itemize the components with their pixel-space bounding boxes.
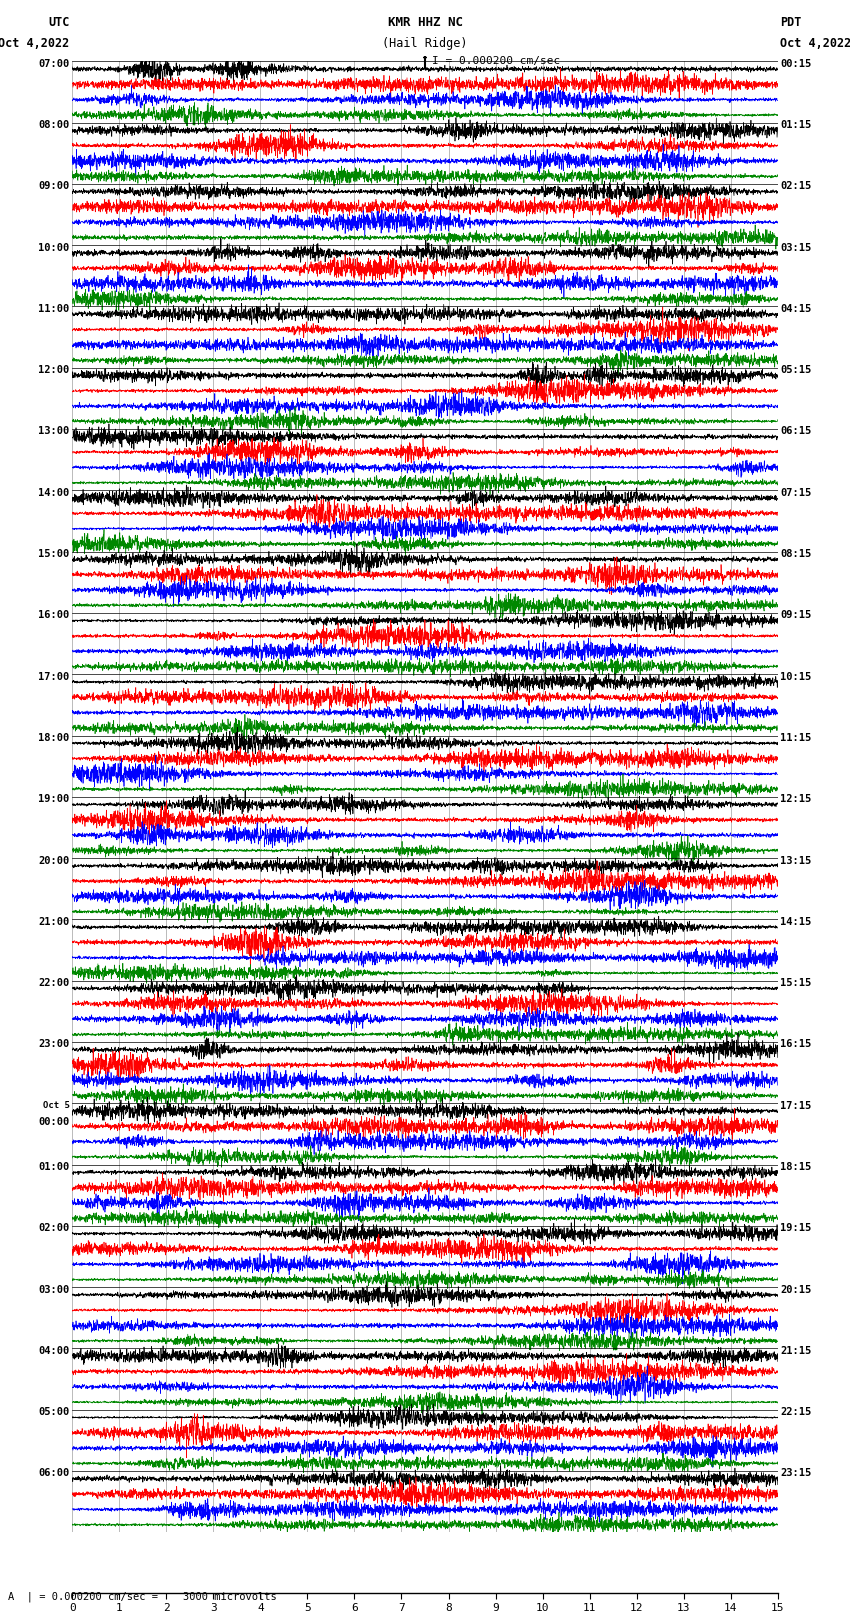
Text: (Hail Ridge): (Hail Ridge) <box>382 37 468 50</box>
Text: 04:15: 04:15 <box>780 303 812 315</box>
Text: 20:00: 20:00 <box>38 855 70 866</box>
Text: 16:00: 16:00 <box>38 610 70 621</box>
Text: 21:00: 21:00 <box>38 916 70 927</box>
Text: 18:15: 18:15 <box>780 1161 812 1173</box>
Text: 00:00: 00:00 <box>38 1116 70 1127</box>
Text: Oct 4,2022: Oct 4,2022 <box>0 37 70 50</box>
Text: 10:00: 10:00 <box>38 242 70 253</box>
Text: 05:15: 05:15 <box>780 365 812 376</box>
Text: A  | = 0.000200 cm/sec =    3000 microvolts: A | = 0.000200 cm/sec = 3000 microvolts <box>8 1590 277 1602</box>
Text: 22:15: 22:15 <box>780 1407 812 1418</box>
Text: UTC: UTC <box>48 16 70 29</box>
Text: 18:00: 18:00 <box>38 732 70 744</box>
Text: 23:15: 23:15 <box>780 1468 812 1479</box>
Text: 10:15: 10:15 <box>780 671 812 682</box>
Text: KMR HHZ NC: KMR HHZ NC <box>388 16 462 29</box>
Text: 11:00: 11:00 <box>38 303 70 315</box>
Text: 11:15: 11:15 <box>780 732 812 744</box>
Text: 06:00: 06:00 <box>38 1468 70 1479</box>
Text: 03:15: 03:15 <box>780 242 812 253</box>
Text: 06:15: 06:15 <box>780 426 812 437</box>
Text: 08:00: 08:00 <box>38 119 70 131</box>
Text: 14:00: 14:00 <box>38 487 70 498</box>
Text: Oct 4,2022: Oct 4,2022 <box>780 37 850 50</box>
Text: 03:00: 03:00 <box>38 1284 70 1295</box>
Text: 15:00: 15:00 <box>38 548 70 560</box>
Text: I = 0.000200 cm/sec: I = 0.000200 cm/sec <box>432 56 560 66</box>
Text: 14:15: 14:15 <box>780 916 812 927</box>
Text: 23:00: 23:00 <box>38 1039 70 1050</box>
Text: 08:15: 08:15 <box>780 548 812 560</box>
Text: 15:15: 15:15 <box>780 977 812 989</box>
Text: 21:15: 21:15 <box>780 1345 812 1357</box>
Text: 04:00: 04:00 <box>38 1345 70 1357</box>
Text: 19:00: 19:00 <box>38 794 70 805</box>
Text: 05:00: 05:00 <box>38 1407 70 1418</box>
Text: 07:00: 07:00 <box>38 58 70 69</box>
Text: 12:00: 12:00 <box>38 365 70 376</box>
Text: Oct 5: Oct 5 <box>42 1102 70 1110</box>
Text: 09:15: 09:15 <box>780 610 812 621</box>
Text: 09:00: 09:00 <box>38 181 70 192</box>
Text: 17:15: 17:15 <box>780 1100 812 1111</box>
Text: 13:00: 13:00 <box>38 426 70 437</box>
Text: PDT: PDT <box>780 16 802 29</box>
Text: 16:15: 16:15 <box>780 1039 812 1050</box>
Text: 07:15: 07:15 <box>780 487 812 498</box>
Text: 12:15: 12:15 <box>780 794 812 805</box>
Text: 19:15: 19:15 <box>780 1223 812 1234</box>
Text: 01:00: 01:00 <box>38 1161 70 1173</box>
Text: 20:15: 20:15 <box>780 1284 812 1295</box>
Text: 02:00: 02:00 <box>38 1223 70 1234</box>
Text: 17:00: 17:00 <box>38 671 70 682</box>
Text: 02:15: 02:15 <box>780 181 812 192</box>
Text: 22:00: 22:00 <box>38 977 70 989</box>
Text: 01:15: 01:15 <box>780 119 812 131</box>
Text: 00:15: 00:15 <box>780 58 812 69</box>
Text: 13:15: 13:15 <box>780 855 812 866</box>
